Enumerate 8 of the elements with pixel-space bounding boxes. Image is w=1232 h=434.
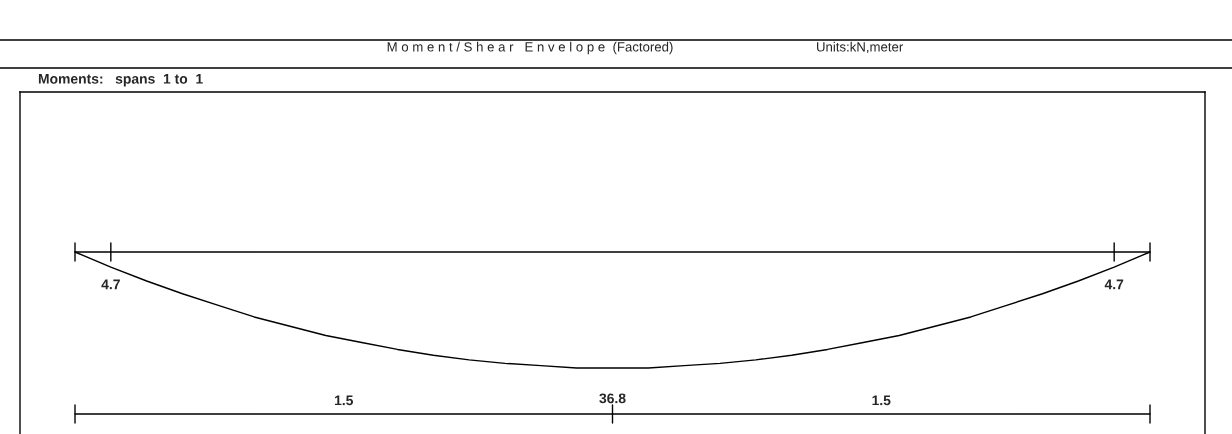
text: Units:kN,meter <box>817 41 904 54</box>
annotation: 4.7 <box>1104 279 1124 290</box>
text: 1.5 <box>334 395 354 406</box>
chart-title: M o m e n t / S h e a r E n v e l o p e (Factored) <box>387 41 673 55</box>
text: Moments: spans 1 to 1 <box>38 74 203 87</box>
text: 1.5 <box>872 395 891 406</box>
text: 36.8 <box>599 393 626 404</box>
annotation: 4.7 <box>101 279 120 290</box>
